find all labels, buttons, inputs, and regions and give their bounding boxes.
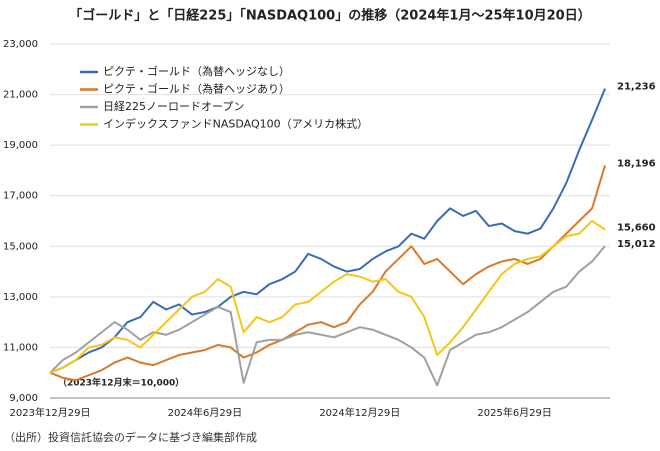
x-tick-label: 2023年12月29日 — [10, 406, 91, 419]
y-tick-label: 21,000 — [3, 90, 38, 101]
value-label: 15,660 — [617, 223, 656, 234]
series-line — [49, 245, 606, 387]
legend-label: ピクテ・ゴールド（為替ヘッジあり） — [103, 82, 290, 96]
y-tick-label: 13,000 — [3, 292, 38, 303]
value-label: 18,196 — [617, 158, 656, 169]
value-label: 15,012 — [617, 239, 656, 250]
y-tick-label: 9,000 — [9, 393, 38, 404]
y-tick-label: 15,000 — [3, 241, 38, 252]
value-label: 21,236 — [617, 82, 656, 93]
y-tick-label: 23,000 — [3, 39, 38, 50]
x-tick-label: 2024年6月29日 — [168, 406, 243, 419]
x-tick-label: 2024年12月29日 — [319, 406, 400, 419]
legend-label: 日経225ノーロードオープン — [103, 100, 244, 113]
series-line — [49, 88, 606, 374]
y-tick-label: 11,000 — [3, 342, 38, 353]
y-tick-label: 19,000 — [3, 140, 38, 151]
x-tick-label: 2025年6月29日 — [477, 406, 552, 419]
legend-label: ピクテ・ゴールド（為替ヘッジなし） — [103, 64, 290, 78]
source-note: （出所）投資信託協会のデータに基づき編集部作成 — [4, 430, 257, 444]
annotation: （2023年12月末＝10,000） — [58, 377, 184, 389]
series-line — [49, 165, 606, 382]
series-line — [49, 220, 606, 374]
y-tick-label: 17,000 — [3, 191, 38, 202]
legend-label: インデックスファンドNASDAQ100（アメリカ株式） — [103, 117, 368, 131]
chart-title: 「ゴールド」と「日経225」「NASDAQ100」の推移（2024年1月〜25年… — [69, 8, 590, 24]
